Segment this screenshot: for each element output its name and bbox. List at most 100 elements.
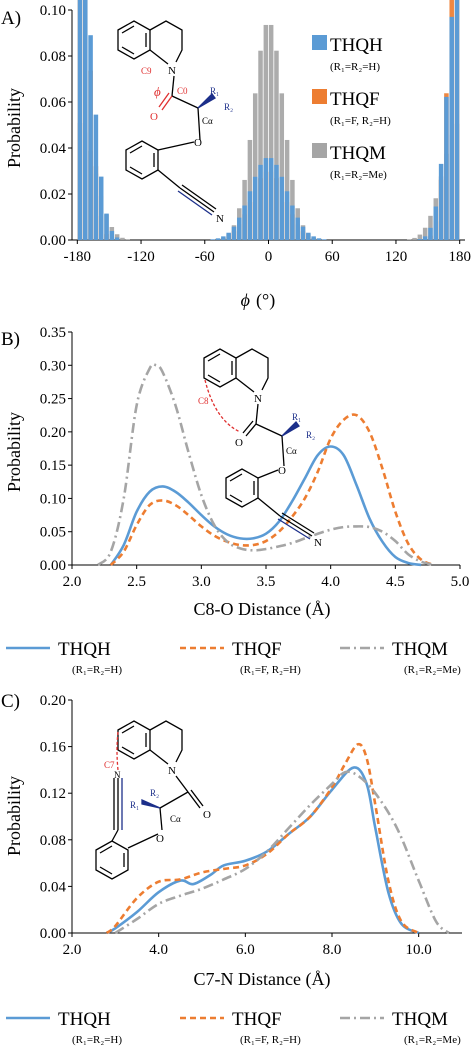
bar-thqm <box>422 227 428 240</box>
panel-b-line-thqh <box>109 445 422 567</box>
bar-thqm <box>247 139 253 240</box>
structure-c-c7: C7 <box>104 760 115 770</box>
structure-a-bond <box>181 184 217 210</box>
panel-a-y-tick-label: 0.10 <box>40 3 66 19</box>
structure-a-bond <box>121 46 135 55</box>
structure-b-n: N <box>254 393 262 405</box>
bar-thqh <box>284 191 290 240</box>
bar-thqh <box>210 239 215 240</box>
panel-a-x-tick-label: -180 <box>64 249 92 265</box>
legend-a-thqh-sub: (R₁=R₂=H) <box>330 61 380 73</box>
panel-a-xlabel-symbol: ϕ <box>241 290 250 310</box>
panel-b-x-tick-label: 3.0 <box>192 574 211 590</box>
structure-a-n: N <box>168 65 176 77</box>
structure-a-labels: N C9 C0 ϕ O O R₁ R₂ Cα N <box>141 65 233 225</box>
panel-c-axes: 0.00 0.04 0.08 0.12 0.16 0.20 2.0 4.0 6.0 8.0 10.0 <box>40 693 462 958</box>
panel-c-x-tick-label: 10.0 <box>406 942 432 958</box>
bar-thqh <box>221 236 226 240</box>
legend-a-thqf-sub: (R₁=F, R₂=H) <box>330 115 391 127</box>
bar-thqh <box>417 239 423 240</box>
legend-b-thqh-sub: (R₁=R₂=H) <box>72 664 122 676</box>
bar-thqh <box>438 163 444 240</box>
structure-c-bond <box>187 791 201 809</box>
bar-thqh <box>311 236 316 240</box>
legend-a-thqh-swatch <box>312 35 327 50</box>
panel-b-legend: THQH (R₁=R₂=H) THQF (R₁=F, R₂=H) THQM (R… <box>6 639 461 676</box>
structure-a-ring <box>149 20 183 63</box>
bar-thqh <box>88 35 93 240</box>
structure-b-bond <box>257 497 281 517</box>
panel-a-y-tick-label: 0.02 <box>40 187 66 203</box>
legend-a-thqh-name: THQH <box>330 35 383 56</box>
panel-c-y-tick-label: 0.04 <box>40 879 67 895</box>
structure-a-n2: N <box>216 213 224 225</box>
structure-c-bond <box>121 746 135 755</box>
structure-b-bond <box>207 374 221 383</box>
structure-a-bond <box>129 145 143 154</box>
structure-a-bond <box>161 95 173 111</box>
bar-thqh <box>231 226 237 240</box>
structure-b <box>203 348 315 540</box>
bar-thqh <box>274 164 279 240</box>
bar-thqm <box>412 237 417 240</box>
bar-thqh <box>295 217 300 240</box>
structure-a-bond <box>157 169 181 189</box>
panel-c-xlabel: C7-N Distance (Å) <box>194 969 331 990</box>
structure-b-bond <box>235 377 255 393</box>
panel-c-y-tick-label: 0.00 <box>40 926 66 942</box>
structure-c-r1: R₁ <box>130 800 139 810</box>
structure-b-bond <box>277 518 311 540</box>
structure-b-wedge <box>281 421 300 437</box>
panel-b-xlabel: C8-O Distance (Å) <box>194 599 331 620</box>
panel-c-x-tick-label: 4.0 <box>149 942 168 958</box>
structure-b-n2: N <box>314 537 322 549</box>
structure-b-bond <box>255 423 283 437</box>
structure-a-r2: R₂ <box>224 102 233 112</box>
panel-c-y-tick-label: 0.20 <box>40 693 66 709</box>
panel-b-y-tick-label: 0.10 <box>40 491 66 507</box>
structure-b-labels: N C8 O O R₁ R₂ Cα N <box>198 393 322 549</box>
structure-a-bond <box>157 141 195 151</box>
bar-thqh <box>316 238 322 240</box>
bar-thqm <box>263 24 269 240</box>
bar-thqh <box>215 238 221 240</box>
panel-a-x-tick-label: -120 <box>127 249 155 265</box>
panel-a-x-tick-label: 120 <box>385 249 408 265</box>
panel-a: A) Probability 0.00 0.02 0.04 0.06 0.08 0.10 -… <box>1 0 471 311</box>
structure-b-bond <box>245 423 257 437</box>
panel-c-ylabel: Probability <box>4 776 24 856</box>
legend-b-thqm-name: THQM <box>392 639 448 660</box>
structure-c-bond <box>159 807 163 831</box>
bar-thqh <box>98 176 104 240</box>
legend-c-thqh-sub: (R₁=R₂=H) <box>72 1034 122 1046</box>
panel-a-bars <box>77 0 460 241</box>
legend-b-thqh-name: THQH <box>58 639 111 660</box>
structure-c-bond <box>111 829 119 842</box>
bar-thqh <box>263 158 269 240</box>
panel-b: B) Probability 0.000.050.100.150.200.250… <box>1 325 469 676</box>
legend-b-thqf-sub: (R₁=F, R₂=H) <box>240 664 301 676</box>
structure-c-bond <box>99 866 113 875</box>
structure-c-ca: Cα <box>170 814 181 824</box>
structure-c-bond <box>175 775 189 793</box>
bar-thqh <box>114 237 120 240</box>
panel-b-y-tick-label: 0.25 <box>40 392 66 408</box>
panel-b-x-tick-label: 3.5 <box>257 574 276 590</box>
bar-thqh <box>109 230 115 240</box>
panel-b-x-tick-label: 5.0 <box>451 574 470 590</box>
structure-c-bond <box>99 845 113 854</box>
panel-c-y-tick-label: 0.08 <box>40 833 66 849</box>
legend-c-thqf-sub: (R₁=F, R₂=H) <box>240 1034 301 1046</box>
panel-c-line-thqh <box>106 766 420 935</box>
panel-a-y-tick-label: 0.06 <box>40 95 67 111</box>
structure-a-o2: O <box>194 137 202 149</box>
structure-a-phi: ϕ <box>154 84 161 99</box>
structure-a-ca: Cα <box>202 116 213 126</box>
panel-b-ylabel: Probability <box>4 412 24 492</box>
panel-b-x-tick-label: 4.0 <box>321 574 340 590</box>
structure-a-bond <box>129 166 143 175</box>
bar-thqh <box>306 232 311 240</box>
structure-a-bond <box>171 95 199 109</box>
bar-thqm <box>279 93 285 240</box>
bar-thqh <box>93 114 99 240</box>
